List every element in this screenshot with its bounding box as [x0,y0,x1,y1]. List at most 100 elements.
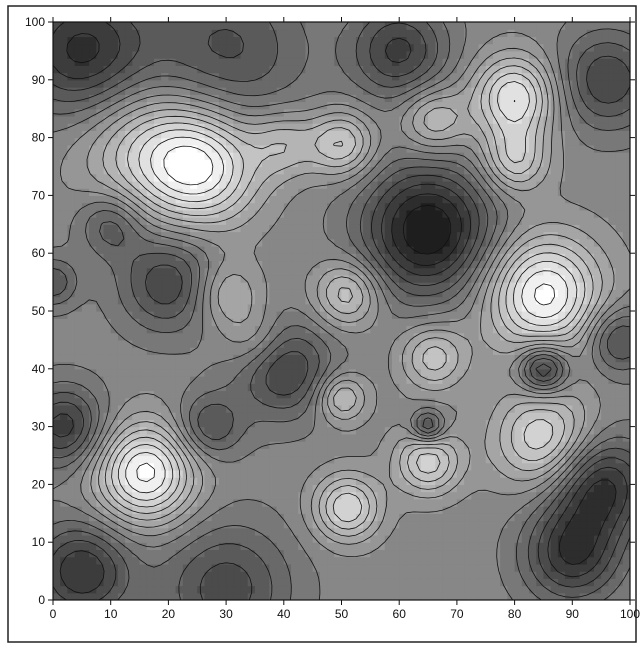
contour-cell [550,520,559,529]
contour-cell [110,339,119,348]
contour-cell [514,441,523,449]
contour-cell [60,159,69,168]
contour-cell [226,195,234,204]
contour-cell [125,231,133,240]
contour-cell [492,578,501,587]
contour-cell [471,397,480,406]
contour-cell [428,361,436,370]
contour-cell [161,238,169,247]
contour-cell [190,441,198,449]
contour-cell [125,303,133,312]
contour-cell [96,180,105,189]
contour-cell [341,202,350,211]
contour-cell [218,448,227,457]
contour-cell [197,209,206,218]
contour-cell [269,491,278,500]
contour-cell [305,477,314,485]
contour-cell [139,289,148,298]
contour-cell [428,520,436,529]
contour-cell [543,397,552,406]
contour-cell [146,202,155,211]
contour-cell [435,253,444,262]
contour-cell [456,253,465,262]
contour-cell [240,455,249,464]
contour-cell [197,412,206,420]
contour-cell [391,195,400,204]
contour-cell [146,166,155,175]
contour-cell [500,534,508,543]
contour-cell [399,332,408,341]
contour-cell [435,585,444,594]
contour-cell [370,339,379,348]
contour-cell [348,332,357,341]
contour-cell [615,267,624,276]
contour-cell [622,253,630,262]
contour-cell [226,520,234,529]
contour-cell [622,238,630,247]
contour-cell [233,289,242,298]
contour-cell [500,556,508,565]
contour-cell [543,180,552,189]
contour-cell [377,448,386,457]
contour-cell [565,426,573,435]
contour-cell [161,245,169,254]
contour-cell [557,245,566,254]
contour-cell [478,477,487,485]
contour-cell [240,224,249,233]
contour-cell [103,253,112,262]
contour-cell [67,253,76,262]
contour-cell [211,462,220,471]
contour-cell [153,383,162,392]
contour-cell [291,173,299,182]
contour-cell [298,325,307,334]
contour-cell [334,180,343,189]
contour-cell [211,260,220,269]
contour-cell [507,383,516,392]
contour-cell [348,527,357,536]
contour-cell [197,253,206,262]
contour-cell [283,477,292,485]
contour-cell [161,354,169,363]
contour-cell [572,412,581,420]
contour-cell [348,563,357,572]
contour-cell [204,188,213,196]
contour-cell [492,202,501,211]
contour-cell [464,260,472,269]
contour-cell [384,390,393,399]
contour-cell [586,152,595,160]
contour-cell [146,513,155,522]
contour-cell [391,238,400,247]
contour-cell [348,390,357,399]
contour-cell [413,441,422,449]
contour-cell [182,368,191,377]
contour-cell [182,404,191,413]
contour-cell [543,448,552,457]
contour-cell [456,296,465,305]
contour-cell [262,506,270,514]
contour-cell [89,563,97,572]
contour-cell [399,173,408,182]
contour-cell [319,209,328,218]
contour-cell [247,339,256,348]
contour-cell [74,238,83,247]
contour-cell [485,245,494,254]
contour-cell [125,260,133,269]
contour-cell [485,296,494,305]
contour-cell [110,209,119,218]
contour-cell [507,325,516,334]
contour-cell [175,419,184,428]
contour-cell [60,506,69,514]
contour-cell [103,542,112,551]
contour-cell [413,282,422,290]
contour-cell [132,563,141,572]
contour-cell [420,419,429,428]
contour-cell [348,325,357,334]
contour-cell [579,520,588,529]
contour-cell [500,245,508,254]
contour-cell [89,469,97,478]
contour-cell [298,245,307,254]
contour-cell [586,556,595,565]
contour-cell [175,296,184,305]
contour-cell [190,419,198,428]
contour-cell [132,498,141,507]
